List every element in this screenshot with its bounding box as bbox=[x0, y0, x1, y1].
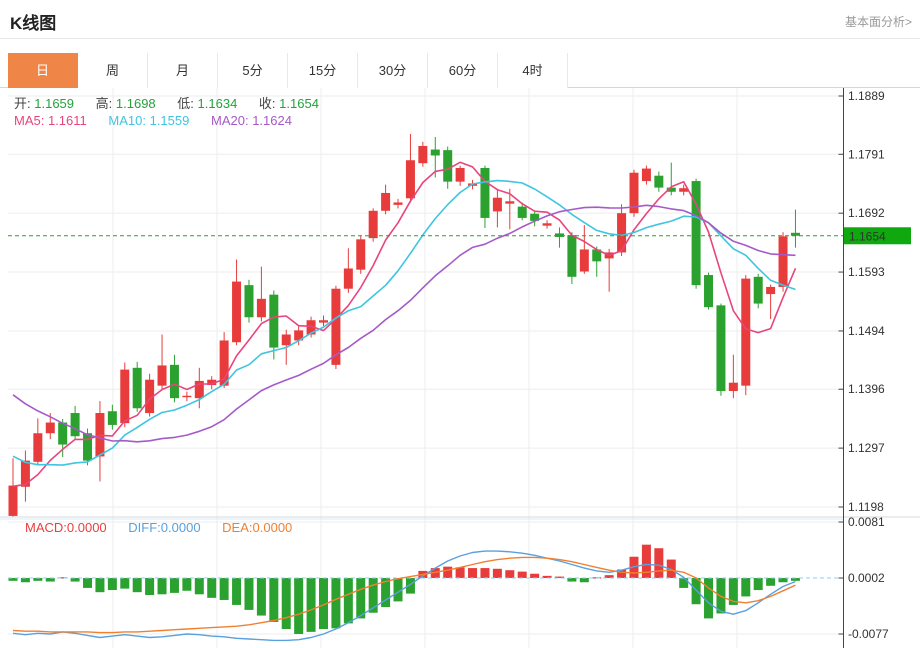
svg-text:1.1654: 1.1654 bbox=[849, 229, 886, 243]
tab-5min[interactable]: 5分 bbox=[218, 53, 288, 88]
price-axis-label: 1.1297 bbox=[848, 441, 885, 455]
high-label: 高: bbox=[95, 96, 113, 111]
macd-axis-label: 0.0081 bbox=[848, 515, 885, 529]
tab-15min[interactable]: 15分 bbox=[288, 53, 358, 88]
current-price-tag: 1.1654 bbox=[844, 227, 911, 245]
low-label: 低: bbox=[177, 96, 194, 111]
price-axis-label: 1.1889 bbox=[848, 89, 885, 103]
header: K线图 基本面分析> bbox=[0, 0, 920, 39]
high-value: 1.1698 bbox=[115, 96, 156, 111]
tab-4hour[interactable]: 4时 bbox=[498, 53, 568, 88]
ma-lines bbox=[12, 161, 797, 488]
price-axis: 1.1889 1.1791 1.1692 1.1593 1.1494 1.1396 1.12… bbox=[838, 88, 889, 648]
ma20-line bbox=[12, 204, 796, 443]
ma10-value: 1.1559 bbox=[149, 113, 190, 128]
candles bbox=[8, 134, 800, 517]
price-axis-label: 1.1494 bbox=[848, 324, 885, 338]
price-axis-label: 1.1791 bbox=[848, 147, 885, 161]
ma-readout: MA5: 1.1611 MA10: 1.1559 MA20: 1.1624 bbox=[14, 113, 310, 128]
tab-day[interactable]: 日 bbox=[8, 53, 78, 88]
open-label: 开: bbox=[14, 96, 31, 111]
ma5-label: MA5: bbox=[14, 113, 45, 128]
close-value: 1.1654 bbox=[279, 96, 319, 111]
tab-week[interactable]: 周 bbox=[78, 53, 148, 88]
macd-label: MACD: bbox=[25, 520, 67, 535]
ma10-line bbox=[12, 179, 796, 466]
low-value: 1.1634 bbox=[197, 96, 238, 111]
price-axis-label: 1.1396 bbox=[848, 382, 885, 396]
price-axis-label: 1.1593 bbox=[848, 265, 885, 279]
close-label: 收: bbox=[258, 96, 276, 111]
tab-60min[interactable]: 60分 bbox=[428, 53, 498, 88]
page-title: K线图 bbox=[10, 14, 57, 33]
dea-line bbox=[12, 556, 796, 634]
price-axis-label: 1.1198 bbox=[848, 500, 884, 514]
fundamental-analysis-link[interactable]: 基本面分析> bbox=[844, 15, 912, 29]
dea-value: 0.0000 bbox=[252, 520, 293, 535]
diff-label: DIFF: bbox=[128, 520, 161, 535]
price-axis-label: 1.1692 bbox=[848, 206, 885, 220]
tab-30min[interactable]: 30分 bbox=[358, 53, 428, 88]
diff-value: 0.0000 bbox=[160, 520, 201, 535]
interval-tabbar: 日 周 月 5分 15分 30分 60分 4时 bbox=[8, 53, 568, 88]
ma5-line bbox=[12, 161, 797, 488]
macd-value: 0.0000 bbox=[66, 520, 107, 535]
ohlc-readout: 开: 1.1659 高: 1.1698 低: 1.1634 收: 1.1654 bbox=[14, 93, 337, 112]
macd-axis-label: 0.0002 bbox=[848, 571, 885, 585]
open-value: 1.1659 bbox=[34, 96, 75, 111]
tab-month[interactable]: 月 bbox=[148, 53, 218, 88]
ma20-label: MA20: bbox=[210, 113, 249, 128]
ma10-label: MA10: bbox=[108, 113, 146, 128]
dea-label: DEA: bbox=[222, 520, 253, 535]
macd-readout: MACD:0.0000 DIFF:0.0000 DEA:0.0000 bbox=[25, 520, 310, 535]
ma20-value: 1.1624 bbox=[252, 113, 292, 128]
kline-chart[interactable]: 1.1654 1.1889 1.1791 1.1692 1.1593 1.1494 1.13… bbox=[0, 88, 920, 648]
macd-histogram bbox=[8, 544, 800, 634]
diff-line bbox=[12, 550, 796, 642]
ma5-value: 1.1611 bbox=[47, 113, 87, 128]
macd-axis-label: -0.0077 bbox=[848, 627, 889, 641]
